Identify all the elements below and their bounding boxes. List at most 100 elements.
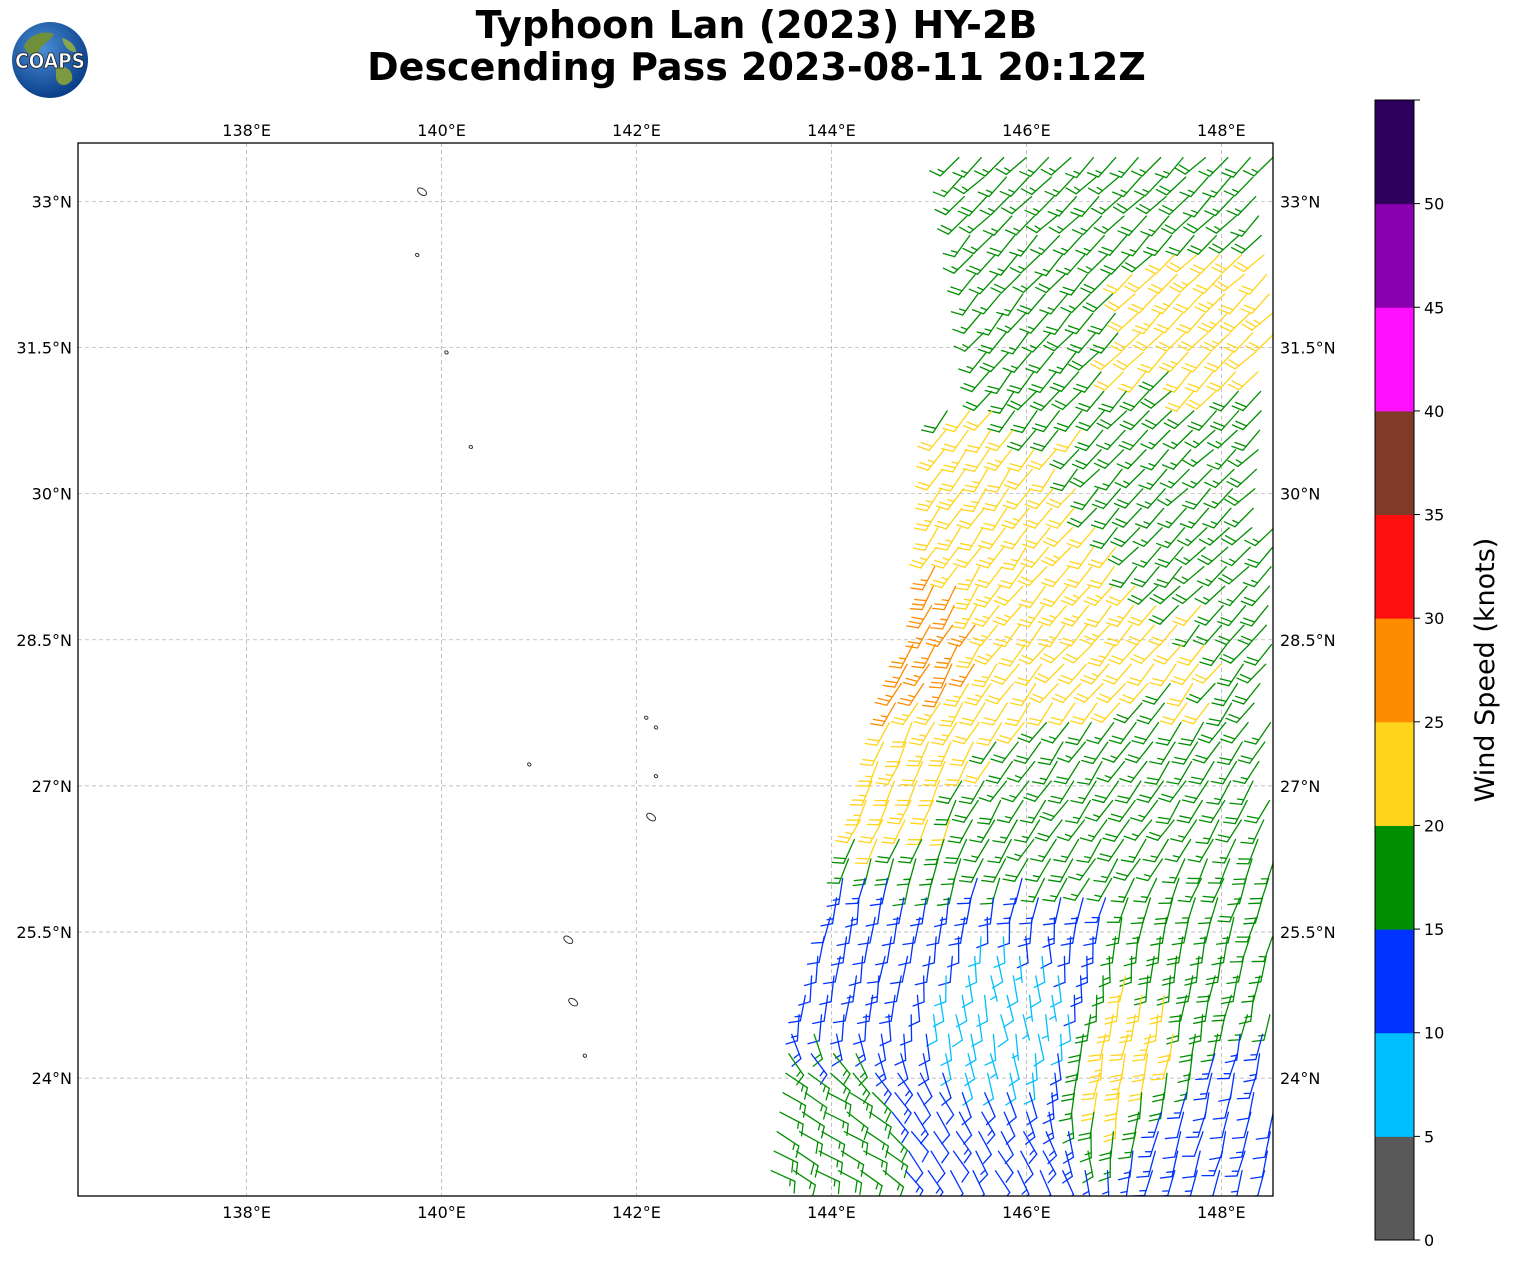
wind-barb — [1003, 877, 1023, 906]
wind-barb — [1218, 566, 1250, 585]
wind-barb — [1102, 663, 1132, 685]
wind-barb — [1044, 176, 1075, 197]
wind-barb — [1205, 955, 1222, 986]
wind-barb — [1224, 1150, 1246, 1178]
wind-barb — [892, 877, 911, 907]
wind-barb — [1089, 332, 1119, 354]
wind-barb — [1024, 488, 1054, 510]
wind-barb — [1216, 1053, 1238, 1080]
wind-barb — [1153, 312, 1184, 334]
wind-barb — [965, 254, 996, 275]
wind-barb — [1025, 994, 1034, 1022]
wind-barb — [1023, 780, 1052, 802]
wind-barb — [1165, 234, 1195, 257]
wind-barb — [905, 741, 930, 767]
wind-barb — [1072, 215, 1103, 236]
wind-barb — [1223, 332, 1254, 353]
colorbar-bin — [1375, 100, 1414, 205]
lon-tick-label-top: 138°E — [222, 121, 271, 140]
wind-barb — [1198, 799, 1226, 824]
wind-barb — [1093, 858, 1119, 883]
wind-barb — [1112, 176, 1142, 198]
wind-barb — [1185, 1111, 1207, 1139]
wind-barb — [1158, 351, 1189, 373]
wind-barb — [1225, 702, 1255, 724]
colorbar-bin — [1375, 618, 1414, 723]
wind-barb — [939, 1092, 955, 1125]
wind-barb — [1136, 780, 1164, 803]
wind-barb — [1004, 702, 1031, 727]
wind-barb — [1059, 624, 1088, 647]
wind-barb — [1109, 156, 1139, 178]
wind-barb — [1042, 1092, 1055, 1125]
wind-barb — [1209, 390, 1239, 412]
wind-barb — [947, 936, 960, 968]
wind-barb — [985, 682, 1014, 705]
lat-tick-label-left: 30°N — [32, 485, 72, 504]
wind-barb — [914, 468, 944, 491]
wind-barb — [908, 994, 921, 1027]
wind-barb — [890, 955, 909, 985]
wind-barb — [1192, 273, 1223, 295]
wind-barb — [1057, 741, 1087, 763]
wind-barb — [897, 1053, 909, 1087]
wind-barb — [835, 819, 861, 844]
map-frame — [77, 142, 1274, 1197]
wind-barb — [857, 916, 876, 946]
wind-barb — [938, 702, 964, 727]
wind-barb — [1030, 838, 1057, 863]
wind-barb — [1125, 916, 1145, 945]
wind-barb — [1229, 1131, 1249, 1159]
wind-barb — [1098, 955, 1111, 988]
wind-barb — [1174, 546, 1207, 565]
wind-barb — [830, 1072, 851, 1103]
wind-barb — [969, 819, 996, 843]
wind-barb — [996, 312, 1027, 334]
wind-barb — [1230, 1170, 1243, 1196]
wind-barb — [1053, 838, 1080, 863]
wind-barb — [1001, 195, 1033, 215]
wind-barb — [1244, 527, 1273, 547]
wind-barb — [914, 955, 931, 986]
wind-barb — [1084, 994, 1098, 1026]
wind-barb — [1002, 858, 1029, 882]
wind-barb — [1110, 332, 1141, 352]
wind-barb — [1238, 273, 1268, 295]
wind-barb — [1202, 507, 1232, 529]
wind-barb — [1185, 858, 1208, 884]
wind-barb — [952, 1150, 970, 1183]
wind-barb — [1018, 585, 1046, 608]
wind-barb — [1080, 1092, 1098, 1122]
wind-barb — [1081, 1072, 1101, 1101]
wind-barb — [1013, 741, 1042, 764]
wind-barb — [1082, 1170, 1091, 1196]
wind-barb — [1127, 605, 1157, 627]
wind-barb — [909, 585, 934, 611]
wind-barb — [1066, 546, 1094, 570]
wind-barb — [1021, 527, 1051, 549]
wind-barb — [1174, 1072, 1191, 1103]
wind-barb — [1143, 234, 1173, 257]
wind-barb — [1182, 449, 1214, 467]
wind-barb — [1072, 371, 1102, 393]
wind-barb — [1211, 254, 1243, 274]
wind-barb — [1204, 195, 1234, 217]
wind-barb — [1226, 468, 1258, 488]
wind-barb — [1215, 624, 1245, 646]
wind-barb — [1159, 468, 1190, 489]
wind-barb — [993, 585, 1024, 606]
wind-barb — [990, 663, 1020, 685]
wind-barb — [832, 1053, 851, 1085]
wind-barb — [1172, 293, 1203, 314]
wind-barb — [1009, 682, 1037, 707]
wind-barb — [1014, 663, 1043, 686]
wind-barb — [1000, 332, 1029, 355]
wind-barb — [977, 176, 1008, 198]
wind-barb — [975, 1150, 989, 1184]
lon-tick-label-top: 148°E — [1197, 121, 1246, 140]
colorbar-tick-label: 45 — [1424, 298, 1444, 317]
wind-barb — [940, 1033, 953, 1066]
wind-barb — [1075, 410, 1105, 432]
wind-barb — [1048, 858, 1074, 883]
